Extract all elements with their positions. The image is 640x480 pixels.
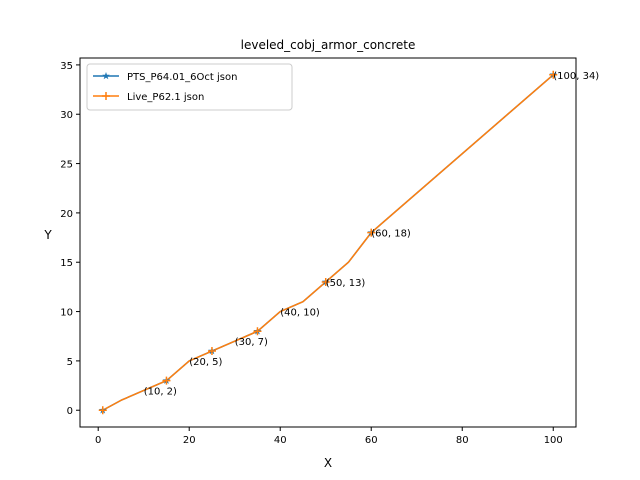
y-tick-label: 30	[60, 110, 73, 121]
data-point-2	[207, 347, 216, 356]
x-tick-label: 100	[544, 435, 563, 446]
data-point-2	[367, 228, 376, 237]
x-tick-label: 60	[365, 435, 378, 446]
legend: PTS_P64.01_6Oct json Live_P62.1 json	[86, 63, 293, 111]
series-line-1	[102, 74, 554, 411]
data-point-2	[162, 376, 171, 385]
data-label: (40, 10)	[280, 308, 320, 319]
legend-box	[86, 63, 293, 111]
y-tick-label: 25	[60, 160, 73, 171]
data-point-2	[549, 70, 558, 79]
data-label: (30, 7)	[235, 337, 268, 348]
y-tick-label: 15	[60, 258, 73, 269]
legend-marker	[102, 72, 110, 80]
data-label: (20, 5)	[189, 357, 222, 368]
data-point-2	[253, 327, 262, 336]
data-label: (50, 13)	[326, 278, 366, 289]
y-tick-label: 35	[60, 61, 73, 72]
y-tick-label: 0	[67, 406, 73, 417]
plot-area: (10, 2) (20, 5) (30, 7) (40, 10) (50, 13) (60…	[98, 70, 599, 415]
series-line-2	[102, 74, 554, 411]
y-axis-label: Y	[43, 228, 52, 242]
legend-marker	[102, 92, 110, 100]
axis-ticks: 0 20 40 60 80 100 0 5 10 15 20 25 30 35	[60, 61, 563, 446]
legend-entry: Live_P62.1 json	[127, 92, 204, 103]
x-tick-label: 40	[274, 435, 287, 446]
data-point-2	[321, 277, 330, 286]
data-label: (60, 18)	[371, 229, 411, 240]
chart-title: leveled_cobj_armor_concrete	[241, 38, 416, 52]
x-tick-label: 20	[183, 435, 196, 446]
x-axis-label: X	[324, 456, 332, 470]
x-tick-label: 0	[95, 435, 101, 446]
data-label: (10, 2)	[144, 386, 177, 397]
y-tick-label: 10	[60, 308, 73, 319]
legend-entry: PTS_P64.01_6Oct json	[127, 72, 237, 83]
y-tick-label: 5	[67, 357, 73, 368]
x-tick-label: 80	[456, 435, 469, 446]
data-point-2	[98, 406, 107, 415]
axes-frame	[79, 57, 577, 428]
y-tick-label: 20	[60, 209, 73, 220]
